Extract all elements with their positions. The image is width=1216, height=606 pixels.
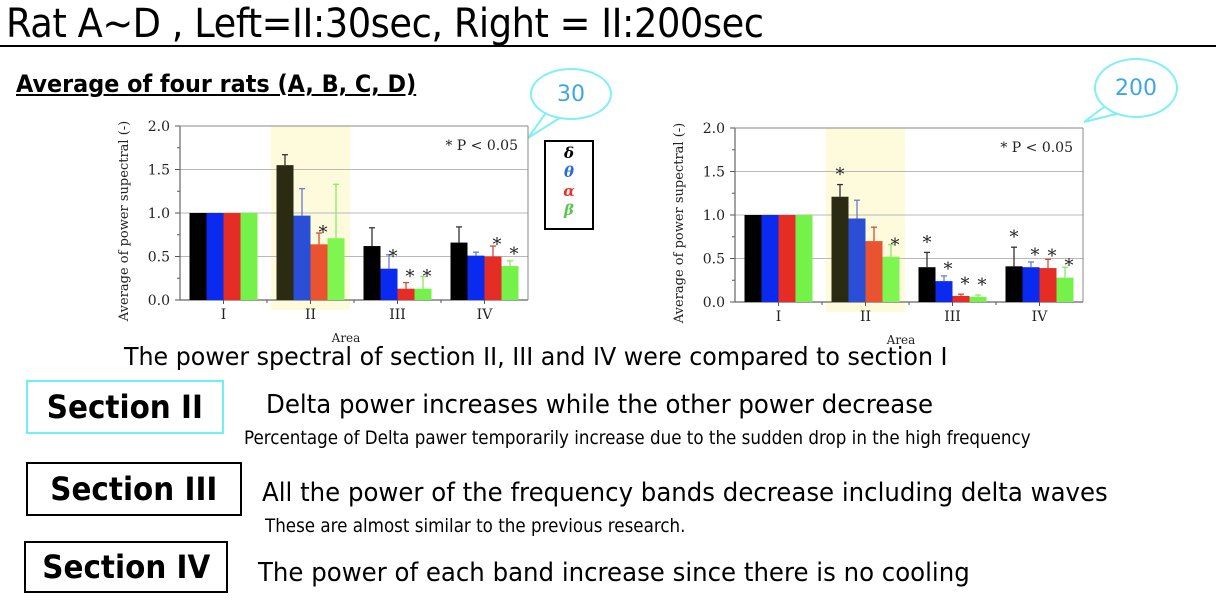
significance-star: *: [510, 244, 519, 265]
significance-star: *: [923, 232, 932, 253]
y-tick-label: 1.0: [703, 208, 725, 224]
bar: [935, 281, 953, 302]
bar: [1005, 266, 1023, 302]
bar: [1022, 267, 1040, 302]
significance-star: *: [836, 165, 845, 186]
significance-star: *: [1048, 246, 1057, 267]
x-tick-label: II: [860, 309, 871, 325]
legend-item-1: θ: [563, 163, 574, 181]
x-axis-label: Area: [886, 333, 916, 347]
y-tick-label: 0.5: [703, 252, 725, 268]
bar: [414, 288, 432, 300]
y-tick-label: 1.0: [148, 206, 170, 222]
bar: [363, 246, 381, 300]
legend-item-0: δ: [563, 144, 574, 162]
legend-item-3: β: [564, 201, 574, 219]
bar-chart-30sec: 0.0 0.5 1.0 1.5 2.0 I * II * * * III * * IV Area Average…: [100, 112, 540, 347]
bar: [327, 238, 345, 300]
bar: [882, 256, 900, 302]
bar: [778, 215, 796, 302]
significance-star: *: [319, 222, 328, 243]
y-axis-label: Average of power supectral (-): [672, 123, 687, 324]
bar: [276, 165, 294, 300]
y-tick-label: 0.0: [148, 293, 170, 309]
bar: [206, 213, 224, 300]
bar: [969, 296, 987, 302]
bar: [848, 218, 866, 302]
bar: [240, 213, 258, 300]
slide-title: Rat A~D , Left=II:30sec, Right = II:200s…: [6, 1, 764, 47]
y-tick-label: 1.5: [703, 165, 725, 181]
section-iv-description: The power of each band increase since th…: [258, 558, 970, 588]
x-tick-label: I: [776, 309, 782, 325]
y-axis-label: Average of power supectral (-): [117, 121, 132, 322]
x-tick-label: II: [305, 307, 316, 323]
significance-star: *: [389, 247, 398, 268]
speech-bubble-30: 30: [530, 68, 612, 120]
x-axis-label: Area: [331, 331, 361, 345]
y-tick-label: 0.5: [148, 250, 170, 266]
section-iii-note: These are almost similar to the previous…: [265, 515, 686, 537]
section-iii-description: All the power of the frequency bands dec…: [262, 478, 1108, 508]
bar: [795, 215, 813, 302]
significance-star: *: [1031, 245, 1040, 266]
significance-star: *: [406, 267, 415, 288]
significance-star: *: [891, 235, 900, 256]
significance-note: * P < 0.05: [445, 138, 518, 154]
bar: [1056, 277, 1074, 302]
section-ii-note: Percentage of Delta pawer temporarily in…: [244, 427, 1031, 449]
bar: [397, 288, 415, 300]
bar: [761, 215, 779, 302]
significance-star: *: [978, 275, 987, 296]
y-tick-label: 1.5: [148, 163, 170, 179]
slide-subtitle: Average of four rats (A, B, C, D): [16, 70, 417, 98]
x-tick-label: IV: [477, 307, 494, 323]
y-tick-label: 2.0: [703, 121, 725, 137]
bar: [380, 268, 398, 300]
significance-star: *: [493, 235, 502, 256]
significance-star: *: [1065, 256, 1074, 277]
x-tick-label: IV: [1032, 309, 1049, 325]
bar: [1039, 268, 1057, 302]
x-tick-label: I: [221, 307, 227, 323]
bar: [952, 295, 970, 302]
bar: [484, 256, 502, 300]
significance-star: *: [944, 259, 953, 280]
legend-item-2: α: [563, 182, 575, 200]
bar: [865, 241, 883, 302]
bar: [450, 242, 468, 300]
bar: [744, 215, 762, 302]
significance-star: *: [961, 274, 970, 295]
bar: [189, 213, 207, 300]
y-tick-label: 2.0: [148, 119, 170, 135]
comparison-caption: The power spectral of section II, III an…: [124, 342, 948, 371]
speech-bubble-200: 200: [1094, 58, 1178, 118]
bar: [310, 244, 328, 300]
bar: [223, 213, 241, 300]
bar: [918, 267, 936, 302]
title-underline: [0, 45, 1216, 47]
y-tick-label: 0.0: [703, 295, 725, 311]
bar: [501, 266, 519, 300]
bar: [831, 196, 849, 302]
bar: [293, 215, 311, 300]
bar: [467, 255, 485, 300]
section-ii-description: Delta power increases while the other po…: [266, 390, 934, 420]
bar-chart-200sec: 0.0 0.5 1.0 1.5 2.0 I * * II * * * * III * * * * IV Area Ave…: [655, 114, 1095, 349]
significance-note: * P < 0.05: [1000, 140, 1073, 156]
significance-star: *: [1010, 227, 1019, 248]
x-tick-label: III: [944, 309, 961, 325]
section-iii-label: Section III: [26, 462, 242, 516]
x-tick-label: III: [389, 307, 406, 323]
section-ii-label: Section II: [26, 380, 224, 434]
bubble-label-200: 200: [1115, 75, 1157, 101]
significance-star: *: [423, 267, 432, 288]
bubble-label-30: 30: [557, 81, 585, 107]
section-iv-label: Section IV: [24, 541, 228, 593]
